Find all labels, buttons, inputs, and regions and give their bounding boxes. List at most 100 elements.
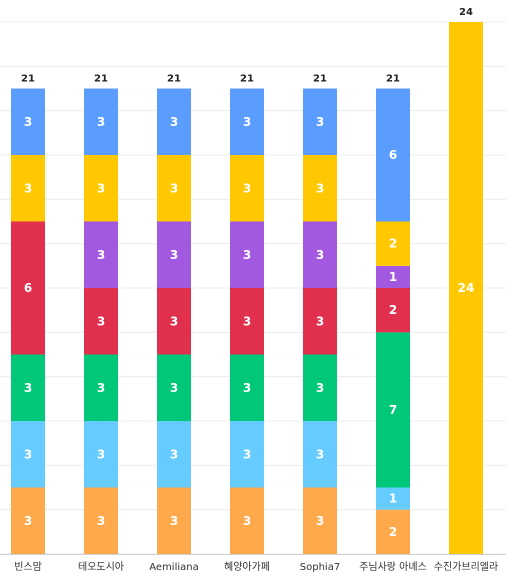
bar-segment xyxy=(84,354,118,421)
bar-segment xyxy=(376,487,410,510)
segment-value-label: 3 xyxy=(24,115,32,129)
bar-segment xyxy=(303,155,337,222)
segment-value-label: 3 xyxy=(170,181,178,195)
bar-series: 3336333333333333333333333333333333217212… xyxy=(11,22,483,554)
segment-value-label: 3 xyxy=(170,248,178,262)
bar-segment xyxy=(230,288,264,355)
segment-value-label: 3 xyxy=(316,248,324,262)
bar-segment xyxy=(84,88,118,155)
x-tick-label: 혜양아가페 xyxy=(224,561,270,573)
bar-segment xyxy=(230,155,264,222)
bar-segment xyxy=(376,221,410,266)
segment-value-label: 3 xyxy=(316,381,324,395)
segment-value-label: 3 xyxy=(316,115,324,129)
segment-value-label: 3 xyxy=(170,447,178,461)
bar-segment xyxy=(84,221,118,288)
bar-segment xyxy=(230,221,264,288)
segment-value-label: 3 xyxy=(243,314,251,328)
bar-segment xyxy=(449,22,483,554)
bar-segment xyxy=(157,354,191,421)
bar-segment xyxy=(11,155,45,222)
segment-value-label: 24 xyxy=(458,281,475,295)
x-tick-label: 수진가브리엘라 xyxy=(434,560,498,573)
x-tick-label: 테오도시아 xyxy=(78,561,124,573)
bar-segment xyxy=(376,265,410,288)
segment-value-label: 2 xyxy=(389,525,397,539)
total-labels: 21 21 21 21 21 21 24 xyxy=(21,7,473,85)
bar-segment xyxy=(376,509,410,554)
bar-segment xyxy=(157,155,191,222)
segment-value-label: 2 xyxy=(389,237,397,251)
bar-segment xyxy=(230,354,264,421)
segment-value-label: 3 xyxy=(243,514,251,528)
segment-value-label: 3 xyxy=(97,447,105,461)
bar-segment xyxy=(157,221,191,288)
total-value-label: 21 xyxy=(94,74,108,85)
segment-value-label: 3 xyxy=(243,381,251,395)
x-axis: 빈스맘 테오도시아 Aemiliana 혜양아가페 Sophia7 주님사랑 아녜스 수진가… xyxy=(0,554,506,573)
segment-value-label: 3 xyxy=(24,181,32,195)
total-value-label: 21 xyxy=(167,74,181,85)
segment-value-label: 2 xyxy=(389,303,397,317)
segment-value-label: 3 xyxy=(24,447,32,461)
bar-segment xyxy=(157,421,191,488)
total-value-label: 24 xyxy=(459,7,473,18)
segment-value-label: 3 xyxy=(243,181,251,195)
bar-segment xyxy=(11,421,45,488)
bar-segment xyxy=(376,332,410,488)
segment-value-label: 3 xyxy=(243,248,251,262)
segment-value-label: 3 xyxy=(170,381,178,395)
segment-value-label: 1 xyxy=(389,492,397,506)
total-value-label: 21 xyxy=(240,74,254,85)
bar-segment xyxy=(303,421,337,488)
bar-segment xyxy=(303,354,337,421)
x-tick-label: Aemiliana xyxy=(149,562,199,573)
bar-segment xyxy=(11,487,45,554)
bar-segment xyxy=(157,288,191,355)
bar-segment xyxy=(376,288,410,333)
segment-value-label: 3 xyxy=(316,314,324,328)
bar-segment xyxy=(303,288,337,355)
bar-segment xyxy=(84,487,118,554)
segment-value-label: 3 xyxy=(97,115,105,129)
total-value-label: 21 xyxy=(386,74,400,85)
segment-value-label: 7 xyxy=(389,403,397,417)
x-tick-label: Sophia7 xyxy=(300,562,340,573)
bar-segment xyxy=(84,421,118,488)
segment-value-label: 6 xyxy=(389,148,397,162)
bar-segment xyxy=(84,288,118,355)
segment-value-label: 3 xyxy=(316,181,324,195)
bar-segment xyxy=(11,221,45,355)
bar-segment xyxy=(11,88,45,155)
bar-segment xyxy=(157,88,191,155)
segment-value-label: 3 xyxy=(316,447,324,461)
bar-segment xyxy=(157,487,191,554)
segment-value-label: 3 xyxy=(170,314,178,328)
segment-value-label: 3 xyxy=(170,514,178,528)
segment-value-label: 3 xyxy=(97,381,105,395)
segment-value-label: 3 xyxy=(24,381,32,395)
segment-value-label: 3 xyxy=(243,447,251,461)
total-value-label: 21 xyxy=(21,74,35,85)
bar-segment xyxy=(84,155,118,222)
bar-segment xyxy=(230,88,264,155)
segment-value-label: 3 xyxy=(243,115,251,129)
segment-value-label: 3 xyxy=(97,181,105,195)
segment-value-label: 1 xyxy=(389,270,397,284)
segment-value-label: 3 xyxy=(97,314,105,328)
segment-value-label: 3 xyxy=(170,115,178,129)
bar-segment xyxy=(303,88,337,155)
x-tick-label: 주님사랑 아녜스 xyxy=(359,561,427,573)
total-value-label: 21 xyxy=(313,74,327,85)
x-tick-label: 빈스맘 xyxy=(14,561,42,573)
segment-value-label: 6 xyxy=(24,281,32,295)
bar-segment xyxy=(230,421,264,488)
segment-value-label: 3 xyxy=(97,514,105,528)
bar-segment xyxy=(303,487,337,554)
segment-value-label: 3 xyxy=(97,248,105,262)
bar-segment xyxy=(303,221,337,288)
segment-value-label: 3 xyxy=(24,514,32,528)
bar-segment xyxy=(376,88,410,222)
